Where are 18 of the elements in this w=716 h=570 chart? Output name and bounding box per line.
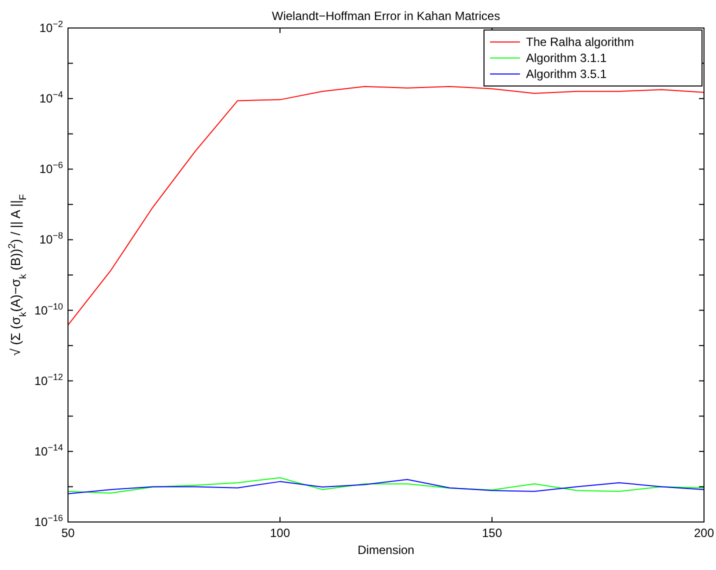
y-tick-label: 10$^{−14}$ xyxy=(34,442,63,458)
y-tick-label: 10$^{−6}$ xyxy=(39,160,63,176)
chart-title: Wielandt−Hoffman Error in Kahan Matrices xyxy=(272,9,500,23)
y-tick-label: 10$^{−16}$ xyxy=(34,513,63,529)
y-tick-label: 10$^{−8}$ xyxy=(39,230,63,247)
y-tick-label: 10$^{−12}$ xyxy=(34,372,63,388)
x-axis-title: Dimension xyxy=(358,543,414,557)
x-tick-label: 150 xyxy=(482,526,502,540)
x-tick-label: 50 xyxy=(61,526,75,540)
legend-label: Algorithm 3.1.1 xyxy=(526,51,608,65)
y-tick-label: 10$^{−10}$ xyxy=(34,301,63,318)
legend-label: The Ralha algorithm xyxy=(526,35,634,49)
y-tick-label: 10$^{−2}$ xyxy=(39,19,63,35)
x-tick-label: 100 xyxy=(270,526,290,540)
legend-label: Algorithm 3.5.1 xyxy=(526,67,608,81)
y-tick-label: 10$^{−4}$ xyxy=(39,90,63,106)
line-series xyxy=(68,86,704,326)
x-tick-label: 200 xyxy=(694,526,714,540)
